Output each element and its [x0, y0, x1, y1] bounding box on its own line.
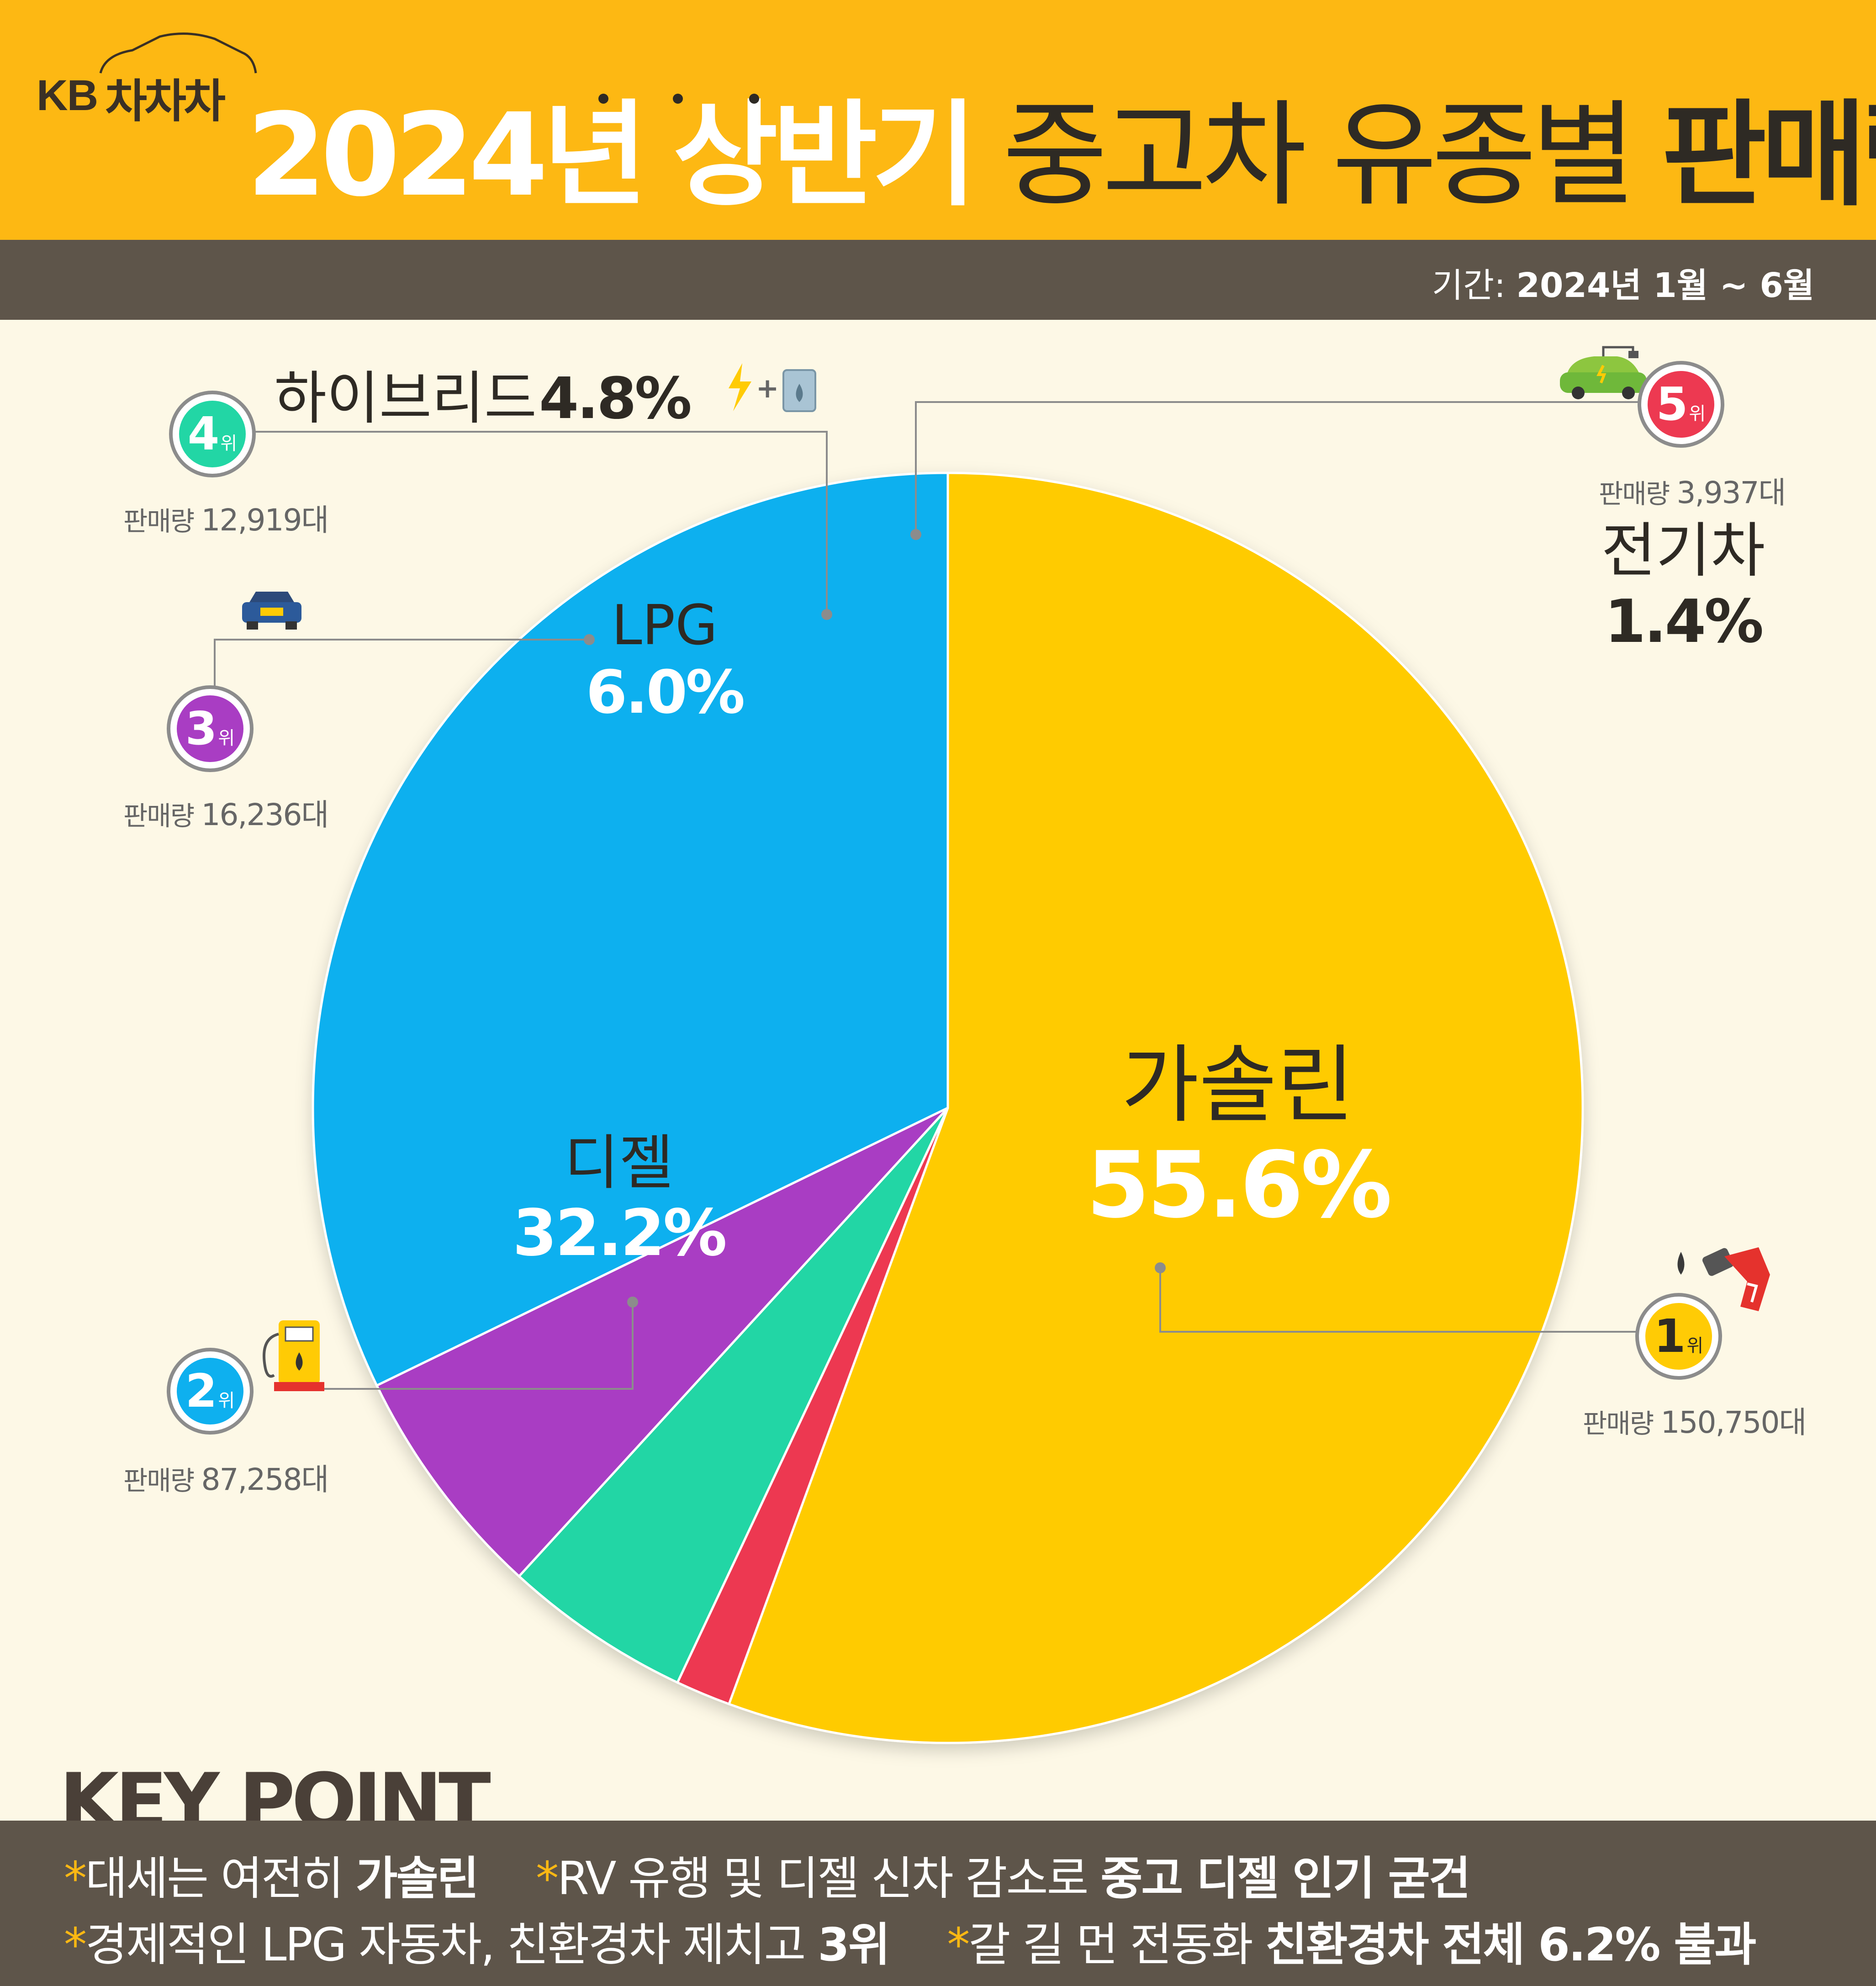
- rank-badge-lpg: 3위: [167, 685, 254, 772]
- rank-number: 3: [185, 702, 217, 755]
- sales-value: 3,937대: [1676, 475, 1786, 510]
- rank-badge-diesel: 2위: [167, 1348, 254, 1435]
- leader-lpg-dot: [584, 634, 595, 645]
- leader-hybrid: [254, 431, 828, 614]
- gasoline-slice-label: 가솔린 55.6%: [1055, 1037, 1421, 1238]
- sales-label: 판매량: [1599, 478, 1670, 509]
- leader-hybrid-dot: [821, 609, 832, 620]
- gasoline-name: 가솔린: [1121, 1036, 1355, 1134]
- logo-kb-text: KB: [37, 71, 98, 120]
- hybrid-name: 하이브리드: [274, 365, 537, 432]
- rank-number: 2: [185, 1364, 217, 1418]
- car-icon: [242, 592, 301, 630]
- diesel-slice-label: 디젤 32.2%: [482, 1128, 756, 1270]
- kp1a-bold: 가솔린: [355, 1852, 479, 1905]
- hybrid-percent: 4.8%: [539, 365, 692, 432]
- leader-diesel: [297, 1302, 634, 1390]
- sales-hybrid: 판매량 12,919대: [123, 496, 329, 540]
- sales-lpg: 판매량 16,236대: [123, 790, 329, 834]
- sales-value: 87,258대: [201, 1462, 329, 1497]
- keypoint-box: [0, 1821, 1876, 1986]
- hybrid-icon: +: [729, 363, 816, 412]
- title-half: 상반기: [673, 89, 977, 222]
- pie-slice-lpg: [375, 1107, 949, 1578]
- rank-number: 5: [1656, 377, 1688, 431]
- rank-suffix: 위: [218, 1390, 235, 1411]
- rank-badge-electric: 5위: [1638, 361, 1724, 448]
- kp1b-bold: 중고 디젤 인기 굳건: [1100, 1852, 1470, 1905]
- fuel-nozzle-icon: [1677, 1247, 1770, 1311]
- header-bar: [0, 0, 1876, 240]
- rank-suffix: 위: [220, 433, 238, 454]
- period-text: 기간: 2024년 1월 ~ 6월: [1432, 258, 1814, 307]
- title-bold: 판매량: [1661, 89, 1876, 222]
- electric-car-icon: [1560, 346, 1647, 399]
- leader-electric: [915, 401, 1640, 535]
- svg-text:+: +: [756, 372, 779, 404]
- sales-label: 판매량: [123, 1465, 195, 1496]
- gasoline-percent: 55.6%: [1086, 1132, 1392, 1239]
- leader-gasoline-dot: [1155, 1262, 1166, 1273]
- rank-number: 4: [187, 407, 220, 461]
- lpg-name: LPG: [611, 594, 718, 657]
- kb-chachacha-logo: KB 차차차: [37, 32, 257, 132]
- rank-number: 1: [1654, 1309, 1686, 1363]
- sales-electric: 판매량 3,937대: [1599, 468, 1786, 512]
- pie-slice-gasoline: [727, 471, 1584, 1744]
- sales-gasoline: 판매량 150,750대: [1583, 1398, 1807, 1442]
- page-title: 2024년 상반기 중고차 유종별 판매량: [247, 87, 1876, 224]
- sales-diesel: 판매량 87,258대: [123, 1455, 329, 1499]
- kp1a-text: 대세는 여전히: [85, 1852, 356, 1905]
- sales-label: 판매량: [1583, 1408, 1654, 1439]
- kp1b-text: RV 유행 및 디젤 신차 감소로: [557, 1852, 1101, 1905]
- rank-suffix: 위: [1689, 403, 1706, 424]
- leader-gasoline: [1159, 1268, 1640, 1333]
- lpg-percent: 6.0%: [586, 657, 745, 727]
- fuel-pump-icon: [263, 1320, 324, 1391]
- kp2a-text: 경제적인 LPG 자동차, 친환경차 제치고: [85, 1918, 818, 1971]
- electric-slice-label: 전기차 1.4%: [1580, 516, 1786, 658]
- rank-suffix: 위: [218, 728, 235, 749]
- kp2b-text: 갈 길 먼 전동화: [968, 1918, 1265, 1971]
- rank-badge-hybrid: 4위: [169, 391, 256, 477]
- pie-slice-diesel: [312, 471, 949, 1387]
- period-bar: [0, 240, 1876, 320]
- leader-electric-dot: [910, 529, 921, 540]
- leader-lpg: [214, 639, 589, 688]
- star-icon: *: [64, 1852, 87, 1905]
- logo-car-outline-icon: [99, 32, 257, 74]
- hybrid-slice-label: 하이브리드 4.8%: [274, 352, 692, 434]
- keypoint-line-2: *경제적인 LPG 자동차, 친환경차 제치고 3위 *갈 길 먼 전동화 친환…: [64, 1907, 1757, 1974]
- diesel-name: 디젤: [564, 1128, 674, 1197]
- sales-label: 판매량: [123, 506, 195, 537]
- rank-suffix: 위: [1686, 1335, 1704, 1356]
- lpg-slice-label: LPG 6.0%: [541, 594, 788, 726]
- period-label: 기간:: [1432, 266, 1506, 305]
- sales-value: 150,750대: [1660, 1405, 1807, 1440]
- sales-value: 16,236대: [201, 797, 329, 832]
- electric-name: 전기차: [1601, 516, 1765, 585]
- keypoint-line-1: *대세는 여전히 가솔린 *RV 유행 및 디젤 신차 감소로 중고 디젤 인기…: [64, 1841, 1471, 1907]
- star-icon: *: [947, 1918, 970, 1971]
- electric-percent: 1.4%: [1604, 587, 1764, 656]
- title-year: 2024년: [247, 89, 648, 222]
- rank-badge-gasoline: 1위: [1635, 1293, 1722, 1380]
- kp2a-bold: 3위: [818, 1918, 890, 1971]
- diesel-percent: 32.2%: [513, 1196, 727, 1271]
- leader-diesel-dot: [627, 1297, 638, 1308]
- star-icon: *: [64, 1918, 87, 1971]
- sales-value: 12,919대: [201, 503, 329, 538]
- kp2b-bold: 친환경차 전체 6.2% 불과: [1265, 1918, 1757, 1971]
- logo-name-text: 차차차: [105, 74, 226, 128]
- sales-label: 판매량: [123, 800, 195, 831]
- title-main: 중고차 유종별: [1002, 89, 1636, 222]
- star-icon: *: [536, 1852, 559, 1905]
- period-value: 2024년 1월 ~ 6월: [1516, 266, 1814, 305]
- pie-slice-hybrid: [517, 1107, 949, 1684]
